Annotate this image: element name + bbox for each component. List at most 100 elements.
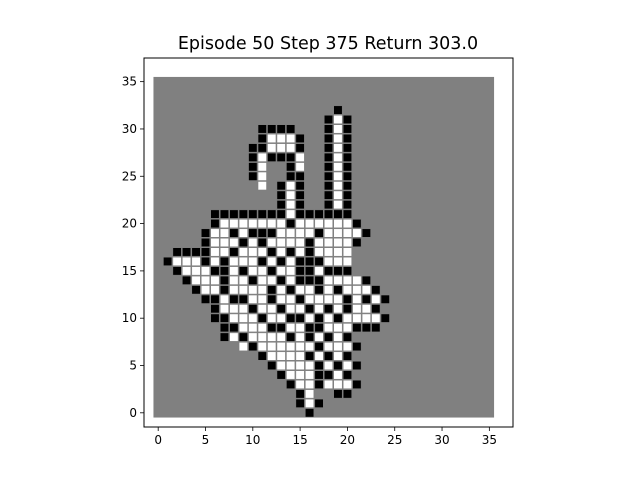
open-cell	[257, 219, 267, 229]
wall-cell	[276, 256, 286, 266]
wall-cell	[342, 181, 352, 191]
open-cell	[333, 190, 343, 200]
wall-cell	[191, 285, 201, 295]
open-cell	[229, 275, 239, 285]
open-cell	[210, 256, 220, 266]
wall-cell	[257, 133, 267, 143]
x-tick-label: 35	[482, 433, 497, 447]
open-cell	[286, 200, 296, 210]
open-cell	[257, 275, 267, 285]
wall-cell	[276, 304, 286, 314]
wall-cell	[342, 124, 352, 134]
wall-cell	[352, 379, 362, 389]
open-cell	[267, 313, 277, 323]
open-cell	[229, 219, 239, 229]
open-cell	[352, 275, 362, 285]
wall-cell	[267, 266, 277, 276]
open-cell	[295, 304, 305, 314]
wall-cell	[248, 152, 258, 162]
open-cell	[333, 152, 343, 162]
wall-cell	[333, 105, 343, 115]
open-cell	[238, 256, 248, 266]
open-cell	[257, 162, 267, 172]
maze-background	[153, 76, 495, 418]
wall-cell	[276, 181, 286, 191]
wall-cell	[342, 304, 352, 314]
wall-cell	[286, 247, 296, 257]
wall-cell	[286, 219, 296, 229]
open-cell	[286, 256, 296, 266]
wall-cell	[276, 275, 286, 285]
open-cell	[286, 351, 296, 361]
open-cell	[333, 379, 343, 389]
wall-cell	[229, 323, 239, 333]
wall-cell	[314, 228, 324, 238]
open-cell	[191, 266, 201, 276]
wall-cell	[248, 275, 258, 285]
wall-cell	[342, 152, 352, 162]
open-cell	[333, 200, 343, 210]
wall-cell	[267, 209, 277, 219]
open-cell	[314, 332, 324, 342]
open-cell	[295, 285, 305, 295]
wall-cell	[219, 209, 229, 219]
open-cell	[305, 379, 315, 389]
open-cell	[324, 342, 333, 352]
open-cell	[324, 294, 333, 304]
wall-cell	[352, 219, 362, 229]
open-cell	[342, 256, 352, 266]
wall-cell	[267, 294, 277, 304]
open-cell	[333, 294, 343, 304]
wall-cell	[257, 351, 267, 361]
open-cell	[257, 266, 267, 276]
wall-cell	[333, 389, 343, 399]
wall-cell	[172, 247, 182, 257]
open-cell	[267, 332, 277, 342]
x-tick-label: 20	[340, 433, 355, 447]
wall-cell	[276, 370, 286, 380]
wall-cell	[324, 351, 333, 361]
open-cell	[333, 143, 343, 153]
wall-cell	[342, 294, 352, 304]
wall-cell	[210, 313, 220, 323]
wall-cell	[295, 266, 305, 276]
open-cell	[276, 361, 286, 370]
wall-cell	[324, 304, 333, 314]
wall-cell	[361, 323, 371, 333]
open-cell	[201, 285, 210, 295]
maze-grid	[153, 76, 495, 418]
open-cell	[229, 256, 239, 266]
open-cell	[276, 219, 286, 229]
wall-cell	[361, 275, 371, 285]
wall-cell	[305, 266, 315, 276]
open-cell	[295, 332, 305, 342]
wall-cell	[248, 209, 258, 219]
open-cell	[238, 275, 248, 285]
open-cell	[352, 313, 362, 323]
open-cell	[295, 247, 305, 257]
wall-cell	[182, 275, 192, 285]
wall-cell	[219, 275, 229, 285]
open-cell	[229, 313, 239, 323]
wall-cell	[314, 342, 324, 352]
open-cell	[333, 256, 343, 266]
open-cell	[324, 285, 333, 295]
open-cell	[333, 181, 343, 191]
wall-cell	[295, 275, 305, 285]
open-cell	[333, 171, 343, 181]
wall-cell	[219, 332, 229, 342]
open-cell	[267, 275, 277, 285]
wall-cell	[267, 247, 277, 257]
wall-cell	[342, 389, 352, 399]
wall-cell	[324, 209, 333, 219]
open-cell	[257, 294, 267, 304]
wall-cell	[314, 361, 324, 370]
wall-cell	[191, 247, 201, 257]
open-cell	[295, 162, 305, 172]
open-cell	[314, 247, 324, 257]
wall-cell	[305, 323, 315, 333]
open-cell	[333, 115, 343, 124]
open-cell	[257, 152, 267, 162]
open-cell	[248, 266, 258, 276]
wall-cell	[267, 361, 277, 370]
